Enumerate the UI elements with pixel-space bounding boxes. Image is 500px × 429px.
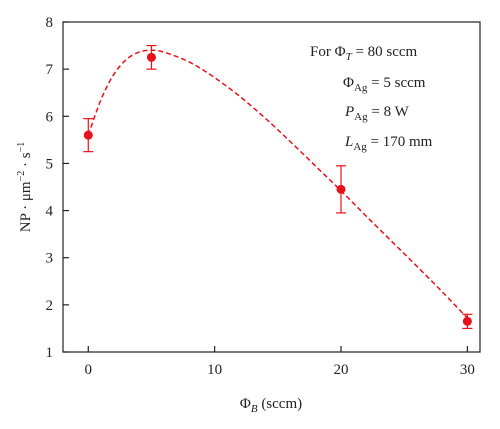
data-point (336, 184, 346, 194)
data-point (146, 52, 156, 62)
annotation-block: For ΦT = 80 sccm ΦAg = 5 sccm PAg = 8 W … (310, 44, 433, 153)
x-tick-label: 0 (85, 362, 93, 378)
y-tick-label: 5 (46, 156, 54, 172)
annotation-line-2: ΦAg = 5 sccm (343, 75, 426, 94)
axes (62, 21, 481, 353)
annotation-line-3: PAg = 8 W (344, 104, 410, 123)
y-tick-label: 4 (46, 204, 54, 220)
y-tick-label: 3 (46, 251, 54, 267)
y-tick-label: 7 (46, 62, 54, 78)
y-tick-label: 2 (46, 298, 54, 314)
data-point (83, 130, 93, 140)
y-tick-label: 6 (46, 109, 54, 125)
ticks: 0 10 20 30 1 2 3 4 5 6 7 8 (46, 15, 475, 378)
data-points-group (83, 44, 473, 330)
data-point (462, 316, 472, 326)
x-tick-label: 30 (460, 362, 475, 378)
x-tick-label: 10 (207, 362, 222, 378)
plot-frame (62, 21, 481, 353)
annotation-line-4: LAg = 170 mm (344, 134, 433, 153)
y-tick-label: 8 (46, 15, 54, 31)
y-axis-title: NP · μm−2 · s−1 (16, 142, 34, 232)
x-axis-title: ΦB (sccm) (240, 396, 302, 415)
x-tick-label: 20 (334, 362, 349, 378)
annotation-line-1: For ΦT = 80 sccm (310, 44, 418, 63)
y-tick-label: 1 (46, 345, 54, 361)
